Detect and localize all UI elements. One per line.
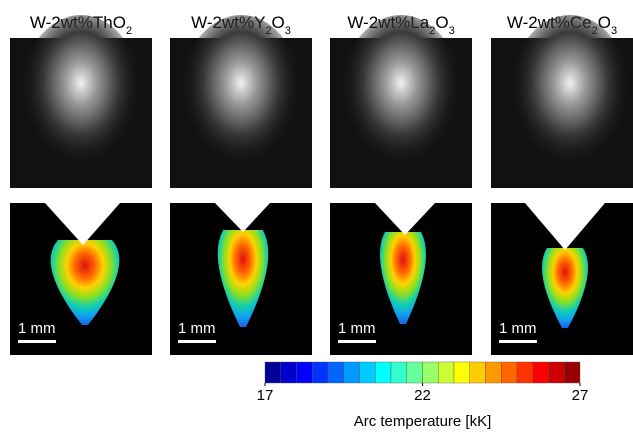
colorbar-cell xyxy=(422,361,439,384)
temperature-field xyxy=(542,248,588,328)
title-text: O xyxy=(272,13,285,32)
colorbar-cell xyxy=(359,361,376,384)
title-text: O xyxy=(435,13,448,32)
colorbar-cell xyxy=(469,361,486,384)
colorbar-cell xyxy=(264,361,281,384)
colorbar-cell xyxy=(280,361,297,384)
colorbar-cell xyxy=(564,361,581,384)
colorbar-cell xyxy=(485,361,502,384)
scale-bar-label: 1 mm xyxy=(18,320,56,337)
scale-bar-label: 1 mm xyxy=(338,320,376,337)
temperature-field xyxy=(50,240,120,325)
subscript: 2 xyxy=(126,25,132,37)
colorbar-cell xyxy=(453,361,470,384)
colorbar-cell xyxy=(406,361,423,384)
scale-bar xyxy=(338,340,376,343)
colorbar-cell xyxy=(548,361,565,384)
subscript: 3 xyxy=(611,25,617,37)
colorbar-label: Arc temperature [kK] xyxy=(354,413,492,430)
colorbar-tick-label: 22 xyxy=(414,387,431,404)
arc-glow xyxy=(339,15,463,185)
colorbar-cell xyxy=(390,361,407,384)
colorbar-tick-label: 27 xyxy=(572,387,589,404)
colorbar-cell xyxy=(516,361,533,384)
electrode xyxy=(525,203,605,250)
arc-glow xyxy=(179,15,303,185)
scale-bar xyxy=(18,340,56,343)
subscript: 3 xyxy=(449,25,455,37)
colorbar-cell xyxy=(296,361,313,384)
colorbar-cell xyxy=(501,361,518,384)
arc-glow xyxy=(508,15,632,185)
scale-bar-label: 1 mm xyxy=(499,320,537,337)
temperature-field xyxy=(217,230,269,327)
scale-bar xyxy=(178,340,216,343)
colorbar-cell xyxy=(312,361,329,384)
scale-bar xyxy=(499,340,537,343)
colorbar-cell xyxy=(343,361,360,384)
subscript: 3 xyxy=(285,25,291,37)
colorbar-cell xyxy=(532,361,549,384)
electrode xyxy=(375,203,435,235)
colorbar-cell xyxy=(438,361,455,384)
scale-bar-label: 1 mm xyxy=(178,320,216,337)
temperature-field xyxy=(380,232,426,324)
colorbar-cell xyxy=(375,361,392,384)
colorbar-cell xyxy=(327,361,344,384)
electrode xyxy=(45,203,120,245)
arc-glow xyxy=(19,15,143,185)
electrode xyxy=(215,203,270,232)
colorbar-tick-label: 17 xyxy=(257,387,274,404)
